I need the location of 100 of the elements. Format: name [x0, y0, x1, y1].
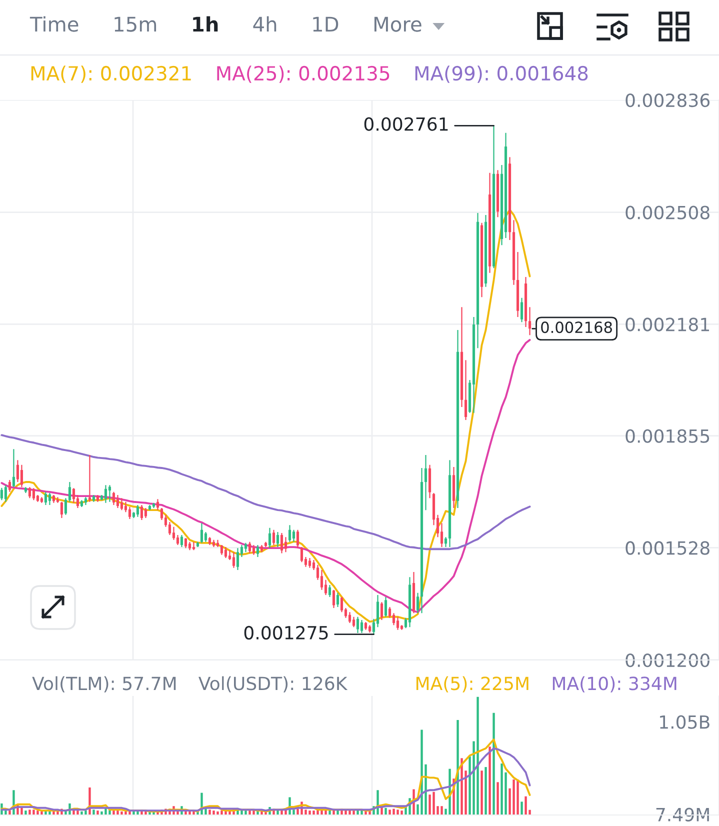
- candlestick: [232, 552, 236, 568]
- candlestick: [40, 497, 43, 503]
- candlestick: [112, 492, 115, 505]
- y-tick-label: 0.002181: [626, 318, 709, 332]
- candlestick: [152, 502, 155, 508]
- candlestick: [80, 500, 83, 507]
- text: 4h: [253, 16, 276, 32]
- bar: [512, 779, 515, 815]
- bar: [36, 810, 39, 815]
- bar: [116, 810, 119, 815]
- candlestick: [276, 532, 280, 548]
- candlestick: [460, 307, 464, 408]
- ref-line-label: 0.002168: [541, 322, 612, 334]
- candlestick: [184, 538, 188, 548]
- annotation: 0.001275: [244, 626, 328, 640]
- bar: [192, 811, 195, 815]
- candlestick: [492, 126, 496, 268]
- text: Vol(USDT): 126K: [198, 676, 348, 692]
- candlestick: [108, 485, 111, 502]
- y-tick-label: 0.002836: [626, 93, 710, 108]
- candlestick: [88, 454, 91, 502]
- bar: [188, 811, 191, 815]
- bar: [352, 810, 355, 815]
- bar: [432, 792, 435, 815]
- candlestick: [56, 497, 59, 503]
- bar: [52, 811, 55, 815]
- candlestick: [264, 542, 268, 548]
- candlestick: [484, 215, 488, 287]
- bar: [460, 758, 463, 815]
- candlestick: [48, 492, 51, 505]
- candlestick: [384, 597, 388, 617]
- text: Time: [30, 16, 78, 32]
- y-tick-label: 1.05B: [660, 715, 710, 729]
- bar: [384, 808, 387, 815]
- bar: [24, 810, 27, 815]
- text: MA(99): 0.001648: [415, 66, 588, 83]
- candlestick: [8, 480, 11, 492]
- bar: [400, 810, 403, 815]
- candlestick: [408, 577, 412, 628]
- bar: [312, 810, 315, 815]
- bar: [456, 720, 459, 815]
- bar: [220, 810, 223, 815]
- candlestick: [528, 307, 532, 336]
- bar: [96, 810, 99, 815]
- text: MA(7): 0.002321: [31, 66, 191, 83]
- candlestick: [272, 530, 276, 545]
- candlestick: [360, 620, 364, 633]
- bar: [392, 808, 395, 815]
- bar: [488, 746, 491, 815]
- bar: [208, 810, 211, 815]
- candlestick: [476, 212, 480, 348]
- bar: [484, 767, 487, 815]
- candlestick: [480, 222, 484, 298]
- candlestick: [512, 220, 516, 285]
- candlestick: [444, 537, 448, 548]
- bar: [388, 810, 391, 815]
- text: MA(25): 0.002135: [217, 66, 390, 83]
- candlestick: [44, 492, 47, 505]
- bar: [92, 810, 95, 815]
- bar: [520, 802, 523, 815]
- line-series: [0, 208, 531, 623]
- bar: [308, 810, 311, 815]
- text: More: [374, 16, 422, 32]
- candlestick: [332, 590, 336, 608]
- candlestick: [452, 466, 456, 508]
- annotation: 0.002761: [364, 117, 448, 131]
- candlestick: [464, 360, 468, 420]
- candlestick: [524, 276, 528, 327]
- bar: [496, 782, 499, 815]
- candlestick: [84, 497, 87, 505]
- candlestick: [428, 464, 432, 498]
- candlestick: [472, 317, 476, 413]
- candlestick: [192, 542, 196, 550]
- candlestick: [336, 592, 340, 607]
- candlestick: [284, 537, 288, 552]
- candlestick: [368, 625, 372, 633]
- bar: [76, 810, 79, 815]
- bar: [56, 811, 59, 815]
- bar: [248, 810, 251, 815]
- text: 1D: [313, 16, 338, 32]
- candlestick: [12, 449, 15, 488]
- candlestick: [424, 454, 428, 510]
- candlestick: [188, 542, 192, 550]
- candlestick: [104, 485, 107, 503]
- candlestick: [68, 482, 71, 502]
- bar: [8, 810, 11, 815]
- bar: [120, 811, 123, 815]
- bar: [216, 811, 219, 815]
- candlestick: [180, 535, 184, 548]
- candlestick: [396, 616, 400, 630]
- candlestick: [296, 530, 300, 548]
- candlestick: [92, 495, 95, 502]
- y-tick-label: 0.001855: [626, 429, 710, 443]
- bar: [476, 696, 479, 815]
- candlestick: [328, 585, 332, 598]
- candlestick: [64, 498, 67, 515]
- candlestick: [412, 572, 416, 614]
- line-series: [0, 434, 531, 550]
- text: MA(5): 225M: [416, 676, 528, 692]
- text: Vol(TLM): 57.7M: [32, 676, 176, 692]
